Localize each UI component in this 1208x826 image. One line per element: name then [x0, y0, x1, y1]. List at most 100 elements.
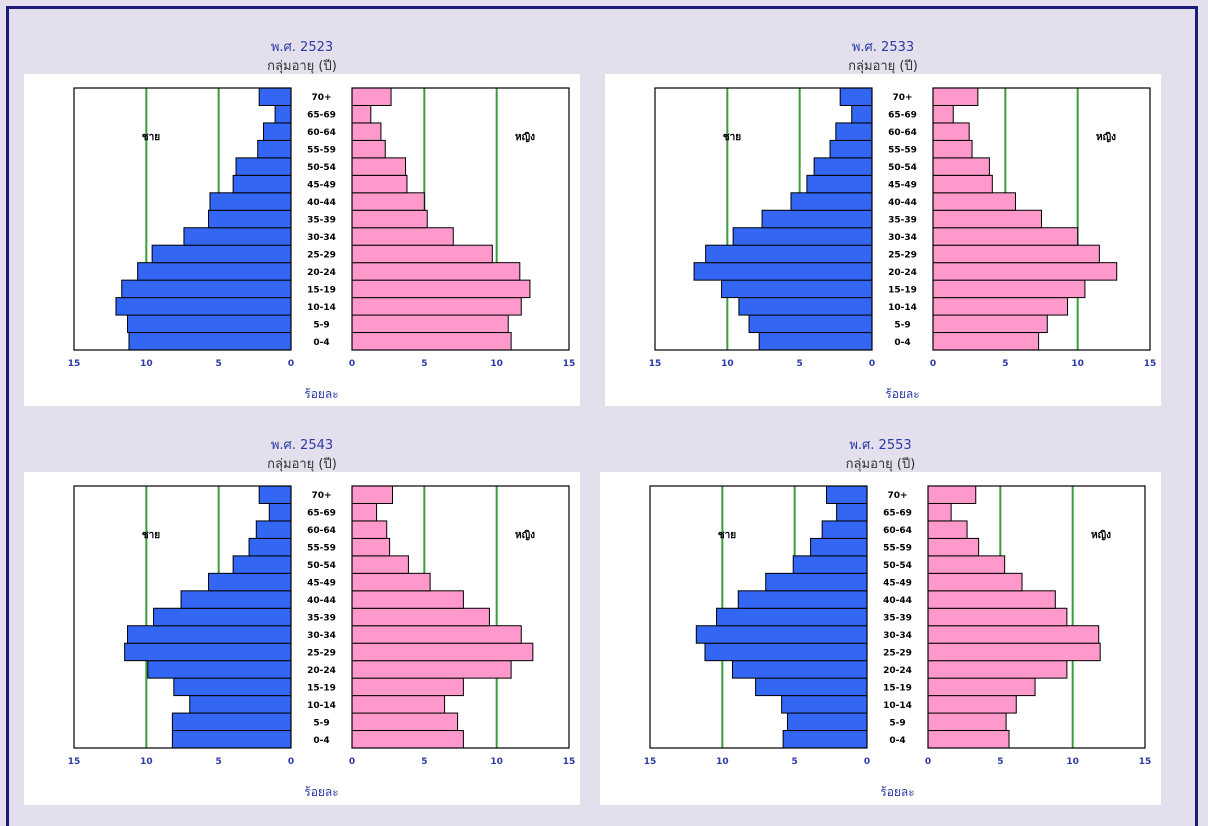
- x-tick-label: 15: [68, 757, 81, 767]
- male-bar: [127, 625, 292, 644]
- age-group-label: 65-69: [307, 111, 336, 121]
- panel-title: พ.ศ. 2533: [851, 40, 915, 55]
- age-group-caption: กลุ่มอายุ (ปี): [267, 457, 337, 472]
- age-group-label: 50-54: [888, 163, 917, 173]
- male-bar: [781, 695, 868, 714]
- female-bar: [351, 537, 391, 557]
- age-group-label: 0-4: [313, 736, 329, 746]
- male-series-label: ชาย: [142, 530, 160, 541]
- male-bar: [274, 104, 292, 124]
- age-group-label: 45-49: [883, 579, 912, 589]
- x-tick-label: 15: [563, 359, 576, 369]
- female-plot-frame: [351, 87, 570, 351]
- male-plot-frame: [649, 485, 868, 749]
- female-bar: [351, 314, 509, 334]
- female-bar: [927, 712, 1007, 732]
- x-tick-label: 0: [925, 757, 931, 767]
- female-bar: [932, 192, 1016, 211]
- age-group-label: 25-29: [888, 250, 917, 260]
- x-tick-label: 10: [490, 359, 503, 369]
- x-tick-label: 15: [1139, 757, 1152, 767]
- male-bar: [721, 279, 873, 299]
- female-bar: [932, 139, 973, 159]
- age-group-label: 5-9: [313, 320, 329, 330]
- x-tick-label: 0: [288, 757, 294, 767]
- panel-title: พ.ศ. 2523: [270, 40, 334, 55]
- female-bar: [351, 625, 522, 644]
- female-bar: [927, 730, 1010, 749]
- male-bar: [755, 677, 868, 697]
- female-plot-frame: [351, 485, 570, 749]
- female-bar: [932, 157, 990, 176]
- female-bar: [351, 555, 409, 574]
- female-bar: [927, 677, 1036, 697]
- female-bar: [351, 262, 521, 281]
- age-group-label: 15-19: [888, 285, 917, 295]
- x-tick-label: 10: [1071, 359, 1084, 369]
- pyramid-panel-1: พ.ศ. 2523 กลุ่มอายุ (ปี) 0-4 5-9 10-14 15-1…: [24, 36, 580, 406]
- male-bar: [786, 712, 868, 732]
- male-bar: [208, 209, 292, 229]
- male-bar: [851, 104, 873, 124]
- male-bar: [792, 555, 868, 574]
- male-bar: [258, 485, 292, 504]
- age-group-label: 65-69: [888, 111, 917, 121]
- male-bar: [836, 502, 868, 522]
- pyramid-panel-3: พ.ศ. 2543 กลุ่มอายุ (ปี) 0-4 5-9 10-14 15-1…: [24, 434, 580, 805]
- male-bar: [821, 520, 868, 539]
- female-bar: [932, 87, 979, 106]
- age-group-label: 70+: [311, 93, 331, 103]
- male-bar: [232, 555, 292, 574]
- pyramid-chart: 0-4 5-9 10-14 15-19 20-24 25-29 30-34 35-39 40-4…: [24, 74, 580, 406]
- age-group-label: 10-14: [883, 701, 912, 711]
- male-bar: [128, 332, 292, 351]
- female-bar: [927, 590, 1056, 609]
- age-group-label: 20-24: [883, 666, 912, 676]
- age-group-label: 60-64: [307, 526, 336, 536]
- x-tick-label: 0: [864, 757, 870, 767]
- x-tick-label: 10: [140, 757, 153, 767]
- x-tick-label: 5: [216, 359, 222, 369]
- age-group-label: 20-24: [307, 268, 336, 278]
- male-bar: [835, 122, 873, 141]
- male-bar: [171, 712, 292, 732]
- male-bar: [748, 314, 873, 334]
- age-group-caption: กลุ่มอายุ (ปี): [845, 457, 916, 472]
- male-bar: [180, 590, 292, 609]
- female-series-label: หญิง: [515, 529, 535, 541]
- panel-title: พ.ศ. 2553: [849, 438, 912, 453]
- age-group-label: 40-44: [888, 198, 917, 208]
- female-bar: [927, 485, 977, 504]
- male-bar: [813, 157, 873, 176]
- age-group-label: 0-4: [313, 338, 329, 348]
- male-bar: [732, 227, 873, 246]
- pyramid-chart: 0-4 5-9 10-14 15-19 20-24 25-29 30-34 35-39 40-4…: [24, 472, 580, 805]
- x-tick-label: 15: [563, 757, 576, 767]
- age-group-label: 35-39: [888, 216, 917, 226]
- male-bar: [765, 572, 868, 592]
- panel-title: พ.ศ. 2543: [270, 438, 334, 453]
- male-bar: [829, 139, 873, 159]
- age-group-label: 5-9: [313, 718, 329, 728]
- age-group-label: 25-29: [307, 648, 336, 658]
- female-bar: [351, 642, 534, 662]
- x-tick-label: 5: [421, 359, 427, 369]
- female-bar: [351, 695, 446, 714]
- pyramid-chart: 0-4 5-9 10-14 15-19 20-24 25-29 30-34 35-39 40-4…: [600, 472, 1161, 805]
- male-bar: [171, 730, 292, 749]
- female-bar: [932, 174, 993, 194]
- age-group-label: 45-49: [888, 181, 917, 191]
- age-group-label: 70+: [311, 491, 331, 501]
- female-bar: [932, 332, 1040, 351]
- female-bar: [927, 572, 1023, 592]
- male-bar: [263, 122, 292, 141]
- x-tick-label: 15: [1144, 359, 1157, 369]
- female-bar: [932, 209, 1042, 229]
- x-tick-label: 15: [649, 359, 662, 369]
- x-tick-label: 10: [1066, 757, 1079, 767]
- male-bar: [738, 297, 873, 316]
- x-tick-label: 0: [349, 757, 355, 767]
- female-bar: [927, 607, 1068, 627]
- age-group-label: 55-59: [888, 146, 917, 156]
- female-bar: [351, 712, 459, 732]
